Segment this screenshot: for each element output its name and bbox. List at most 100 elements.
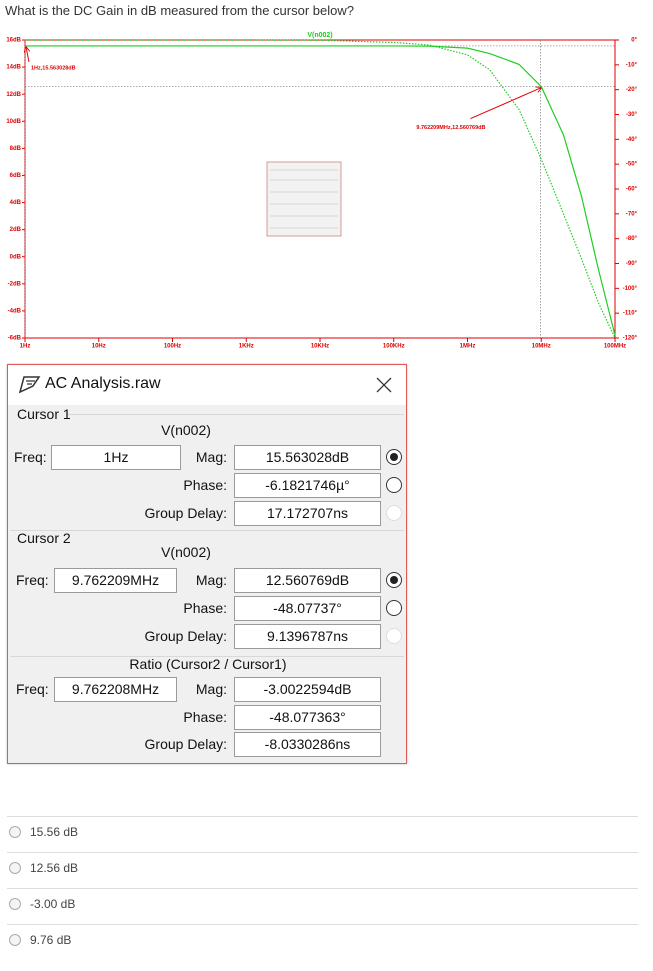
y-tick-label: 4dB [10, 200, 22, 206]
thumbnail-lines [270, 169, 338, 229]
field-label: Mag: [195, 449, 227, 465]
y-tick-label: 14dB [6, 65, 21, 71]
option-divider [7, 852, 638, 853]
option-radio[interactable] [9, 934, 21, 946]
x-tick-label: 100Hz [164, 344, 181, 350]
x-tick-label: 100KHz [383, 344, 405, 350]
option-text[interactable]: 12.56 dB [30, 861, 79, 875]
option-radio[interactable] [9, 898, 21, 910]
y2-tick-label: -90° [626, 261, 638, 267]
y-tick-label: 0dB [10, 254, 22, 260]
cursor-radio[interactable] [386, 477, 402, 493]
cursor-arrow [470, 88, 541, 120]
cursor-radio[interactable] [386, 572, 402, 588]
field-label: Phase: [183, 600, 227, 616]
dialog-title-bar: AC Analysis.raw [8, 365, 406, 405]
x-tick-label: 1MHz [460, 344, 476, 350]
y-tick-label: 8dB [10, 146, 22, 152]
chart-title: V(n002) [307, 32, 332, 39]
x-tick-label: 1Hz [20, 344, 31, 350]
question: What is the DC Gain in dB measured from … [5, 3, 354, 18]
field-value: -48.07737° [234, 596, 381, 621]
option-text[interactable]: 9.76 dB [30, 933, 72, 947]
series-line [25, 45, 616, 336]
cursor-label: 1Hz,15.563028dB [31, 65, 76, 71]
y2-tick-label: -30° [626, 112, 638, 118]
x-tick-label: 1KHz [239, 344, 254, 350]
dialog-thumbnail [266, 161, 342, 237]
option-text[interactable]: 15.56 dB [30, 825, 79, 839]
option-divider [7, 924, 638, 925]
y2-tick-label: -50° [626, 162, 638, 168]
y2-tick-label: -120° [623, 336, 638, 342]
option-radio[interactable] [9, 862, 21, 874]
field-value: 17.172707ns [234, 501, 381, 526]
y2-tick-label: -80° [626, 236, 638, 242]
section-heading: Cursor 2 [17, 530, 71, 546]
section-heading: Cursor 1 [17, 406, 71, 422]
field-label: Group Delay: [144, 505, 227, 521]
section-heading: Ratio (Cursor2 / Cursor1) [129, 656, 287, 672]
dialog-title: AC Analysis.raw [45, 375, 161, 392]
field-value: -6.1821746µ° [234, 473, 381, 498]
field-label: Phase: [183, 709, 227, 725]
y2-tick-label: -70° [626, 211, 638, 217]
cursor-radio [386, 628, 402, 644]
option-radio[interactable] [9, 826, 21, 838]
field-value: 15.563028dB [234, 445, 381, 470]
x-tick-label: 10Hz [92, 344, 106, 350]
section-separator [68, 414, 404, 415]
y-tick-label: -4dB [8, 308, 22, 314]
bode-plot: V(n002) 16dB 14dB 12dB 10dB 8dB 6dB 4dB 2dB 0dB -2… [0, 30, 645, 355]
section-separator [10, 530, 404, 531]
y-tick-label: 2dB [10, 227, 22, 233]
y2-tick-label: -100° [623, 286, 638, 292]
y2-tick-label: -40° [626, 137, 638, 143]
y2-tick-label: 0° [631, 38, 637, 44]
y-tick-label: 6dB [10, 173, 22, 179]
ac-analysis-dialog: AC Analysis.raw Cursor 1 V(n002) Freq: 1Hz M… [7, 364, 407, 764]
y2-tick-label: -110° [623, 311, 638, 317]
y-tick-label: 10dB [6, 119, 21, 125]
freq-field: 1Hz [51, 445, 181, 470]
freq-label: Freq: [14, 449, 47, 465]
field-label: Phase: [183, 477, 227, 493]
cursor-radio [386, 505, 402, 521]
x-tick-label: 10MHz [532, 344, 551, 350]
dialog-icon [18, 376, 41, 394]
close-button[interactable] [376, 377, 392, 393]
signal-name: V(n002) [161, 544, 211, 560]
cursor-radio[interactable] [386, 600, 402, 616]
option-text[interactable]: -3.00 dB [30, 897, 76, 911]
x-tick-label: 10KHz [311, 344, 329, 350]
freq-field: 9.762208MHz [54, 677, 177, 702]
field-value: -48.077363° [234, 705, 381, 730]
signal-name: V(n002) [161, 422, 211, 438]
option-divider [7, 816, 638, 817]
field-value: 9.1396787ns [234, 624, 381, 649]
cursor-label: 9.762209MHz,12.560769dB [416, 125, 485, 131]
y-tick-label: 12dB [6, 92, 21, 98]
cursor-arrow [26, 47, 29, 63]
option-divider [7, 888, 638, 889]
field-label: Mag: [195, 681, 227, 697]
field-label: Group Delay: [144, 628, 227, 644]
x-tick-label: 100MHz [604, 344, 626, 350]
freq-label: Freq: [16, 572, 49, 588]
y2-tick-label: -20° [626, 87, 638, 93]
y-tick-label: -6dB [8, 336, 22, 342]
freq-label: Freq: [16, 681, 49, 697]
field-label: Group Delay: [144, 736, 227, 752]
y-tick-label: -2dB [8, 281, 22, 287]
y2-tick-label: -60° [626, 187, 638, 193]
y-tick-label: 16dB [6, 38, 21, 44]
y2-tick-label: -10° [626, 62, 638, 68]
field-label: Mag: [195, 572, 227, 588]
field-value: -3.0022594dB [234, 677, 381, 702]
cursor-radio[interactable] [386, 449, 402, 465]
field-value: 12.560769dB [234, 568, 381, 593]
field-value: -8.0330286ns [234, 732, 381, 757]
section-separator [10, 656, 404, 657]
series-line [25, 39, 616, 339]
